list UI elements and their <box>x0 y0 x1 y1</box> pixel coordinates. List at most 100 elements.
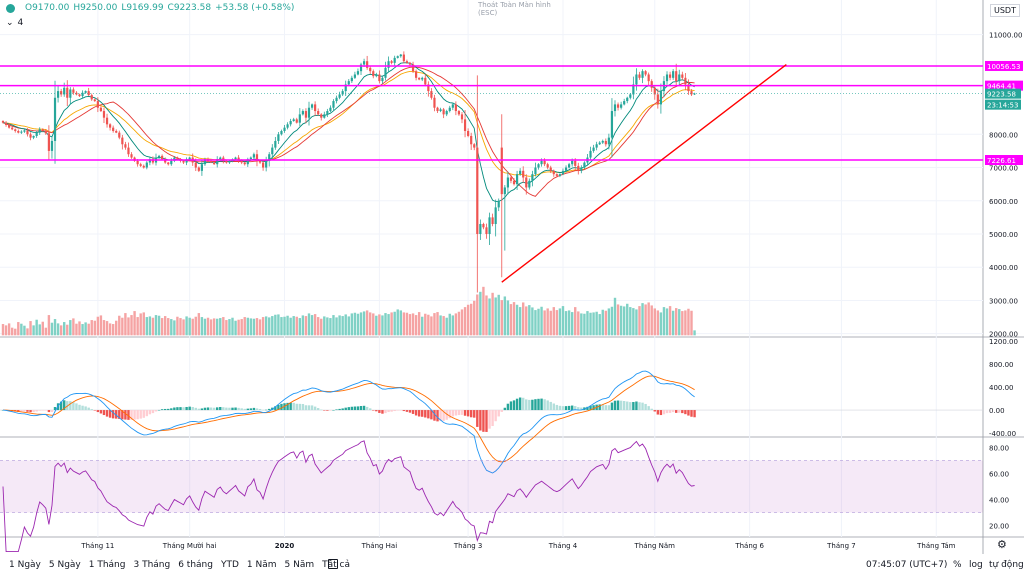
volume-bar-191 <box>586 311 589 336</box>
volume-bar-6 <box>20 323 23 336</box>
volume-bar-51 <box>157 315 161 336</box>
candle-body-64 <box>197 167 200 171</box>
candle-body-0 <box>1 121 5 123</box>
candle-body-44 <box>136 160 139 165</box>
macd-hist-165 <box>506 403 510 411</box>
price-tick-4: 6000.00 <box>989 198 1018 206</box>
range-button-2[interactable]: 1 Tháng <box>88 560 126 570</box>
volume-bar-131 <box>402 312 406 336</box>
candle-body-176 <box>540 160 543 165</box>
macd-hist-50 <box>154 410 158 412</box>
candle-body-87 <box>268 154 271 161</box>
macd-hist-161 <box>494 410 497 422</box>
macd-hist-26 <box>81 405 84 411</box>
macd-hist-172 <box>528 399 531 411</box>
candle-body-209 <box>641 71 644 78</box>
range-button-3[interactable]: 3 Tháng <box>133 560 171 570</box>
macd-hist-91 <box>280 403 283 411</box>
macd-tick-3: 800.00 <box>989 361 1014 369</box>
volume-bar-156 <box>479 291 482 336</box>
percent-scale-button[interactable]: % <box>953 560 962 570</box>
volume-bar-94 <box>289 317 292 336</box>
plot-background <box>0 0 1024 554</box>
volume-bar-168 <box>515 304 519 336</box>
macd-hist-162 <box>497 410 500 417</box>
volume-bar-117 <box>359 312 363 336</box>
candle-body-8 <box>26 130 29 135</box>
time-tick-7: Tháng 6 <box>734 542 764 550</box>
volume-bar-190 <box>583 313 586 336</box>
candle-body-217 <box>665 74 669 82</box>
clock-readout[interactable]: 07:45:07 (UTC+7) <box>866 560 948 570</box>
volume-bar-226 <box>693 330 696 336</box>
candle-body-45 <box>139 164 142 166</box>
candle-body-53 <box>164 159 167 163</box>
candle-body-27 <box>84 91 87 93</box>
range-button-6[interactable]: 1 Năm <box>246 560 277 570</box>
volume-bar-19 <box>59 325 63 336</box>
macd-hist-65 <box>200 408 204 411</box>
candle-body-70 <box>216 159 219 165</box>
candle-body-194 <box>595 144 598 148</box>
volume-bar-135 <box>414 315 418 336</box>
macd-hist-43 <box>133 410 136 420</box>
macd-hist-135 <box>414 410 418 416</box>
macd-hist-47 <box>145 410 149 417</box>
candle-body-57 <box>176 157 179 160</box>
macd-hist-137 <box>421 410 424 417</box>
range-button-7[interactable]: 5 Năm <box>284 560 315 570</box>
volume-bar-99 <box>304 316 308 336</box>
candle-body-146 <box>448 107 451 112</box>
volume-bar-178 <box>546 308 549 336</box>
candle-body-132 <box>405 61 409 63</box>
volume-bar-195 <box>598 314 601 336</box>
macd-hist-56 <box>173 407 176 411</box>
candle-body-72 <box>222 157 225 161</box>
volume-bar-56 <box>173 320 176 336</box>
volume-bar-176 <box>540 306 543 336</box>
macd-hist-134 <box>411 410 415 414</box>
exit-fullscreen-hint[interactable]: Thoát Toàn Màn hình (ESC) <box>478 1 551 17</box>
volume-bar-125 <box>384 313 387 336</box>
volume-bar-132 <box>405 312 409 336</box>
volume-bar-217 <box>665 308 669 336</box>
gear-icon[interactable]: ⚙ <box>997 538 1007 551</box>
range-button-8[interactable]: Tất cả <box>322 560 351 570</box>
chevron-down-icon[interactable]: ⌄ <box>6 18 14 28</box>
macd-hist-62 <box>191 407 194 411</box>
currency-label[interactable]: USDT <box>990 4 1020 17</box>
macd-hist-93 <box>286 402 289 411</box>
candle-body-199 <box>610 111 614 138</box>
log-scale-button[interactable]: log <box>969 560 983 570</box>
range-button-0[interactable]: 1 Ngày <box>9 560 41 570</box>
candle-body-36 <box>112 127 115 131</box>
volume-bar-152 <box>466 304 470 336</box>
indicator-toggle[interactable]: ⌄ 4 <box>6 18 23 28</box>
volume-bar-57 <box>176 316 179 336</box>
candle-body-54 <box>167 162 170 165</box>
candle-body-2 <box>8 124 11 128</box>
volume-bar-23 <box>72 318 75 336</box>
candle-body-83 <box>255 154 259 161</box>
candle-body-41 <box>127 147 130 155</box>
candle-body-130 <box>399 54 402 57</box>
macd-hist-141 <box>433 410 436 421</box>
macd-hist-74 <box>228 407 231 411</box>
candle-body-69 <box>213 162 216 165</box>
macd-hist-41 <box>127 410 130 420</box>
range-button-1[interactable]: 5 Ngày <box>48 560 81 570</box>
price-tick-3: 5000.00 <box>989 231 1018 239</box>
volume-bar-139 <box>427 314 430 336</box>
auto-scale-button[interactable]: tự động <box>989 560 1024 570</box>
volume-bar-172 <box>528 305 531 336</box>
range-button-4[interactable]: 6 tháng <box>178 560 213 570</box>
volume-bar-158 <box>485 295 488 336</box>
range-button-5[interactable]: YTD <box>220 560 239 570</box>
calendar-icon[interactable] <box>328 559 338 569</box>
volume-bar-74 <box>228 319 231 336</box>
macd-hist-69 <box>212 407 216 411</box>
volume-bar-46 <box>142 312 145 336</box>
macd-hist-115 <box>353 406 357 411</box>
